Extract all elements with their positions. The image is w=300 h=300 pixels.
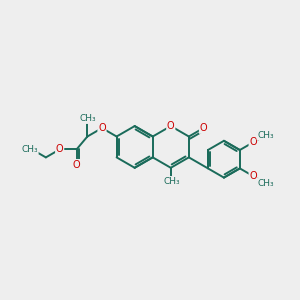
Text: CH₃: CH₃ (21, 145, 38, 154)
Text: O: O (56, 144, 64, 154)
Text: O: O (167, 121, 175, 131)
Text: O: O (249, 171, 257, 181)
Text: CH₃: CH₃ (163, 177, 180, 186)
Text: CH₃: CH₃ (257, 179, 274, 188)
Text: CH₃: CH₃ (257, 130, 274, 140)
Text: O: O (98, 123, 106, 133)
Text: CH₃: CH₃ (80, 114, 96, 123)
Text: O: O (200, 123, 207, 133)
Text: O: O (249, 137, 257, 147)
Text: O: O (73, 160, 80, 170)
